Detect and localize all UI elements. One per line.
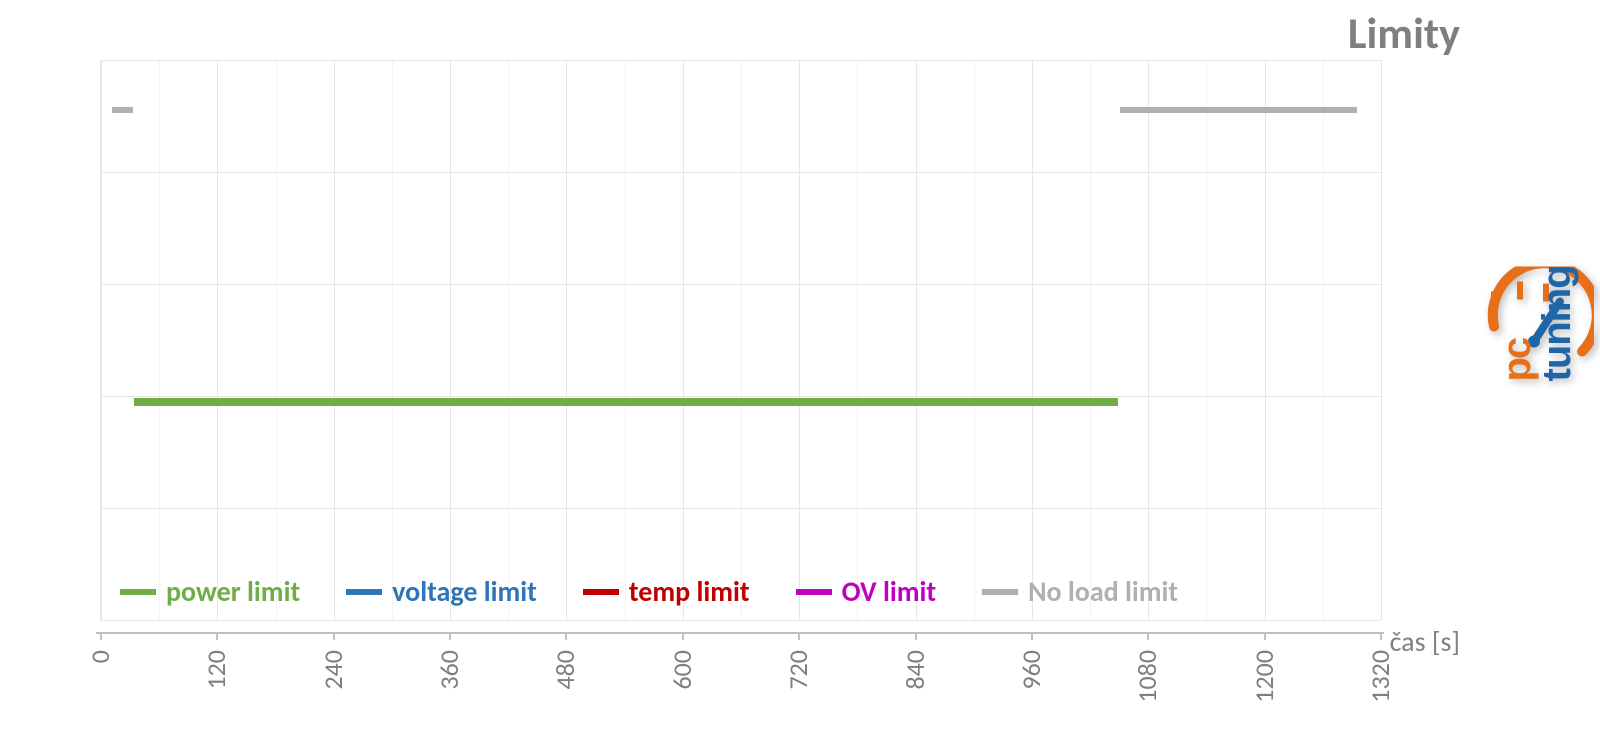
x-tick: [915, 632, 917, 640]
x-tick-label: 1200: [1248, 650, 1280, 703]
gridline-horizontal: [101, 284, 1380, 285]
x-axis-title: čas [s]: [1390, 624, 1460, 659]
x-tick-label: 240: [317, 650, 349, 690]
x-tick-label: 360: [433, 650, 465, 690]
gridline-vertical: [159, 60, 160, 620]
series-No-load-limit: [1120, 107, 1357, 113]
svg-text:tuning: tuning: [1535, 266, 1579, 381]
x-tick: [100, 632, 102, 640]
x-tick: [565, 632, 567, 640]
gridline-vertical: [450, 60, 451, 620]
gridline-vertical: [392, 60, 393, 620]
gridline-vertical: [334, 60, 335, 620]
x-tick-label: 600: [666, 650, 698, 690]
x-tick: [798, 632, 800, 640]
legend-item: OV limit: [796, 574, 936, 609]
svg-text:pc: pc: [1495, 337, 1539, 381]
legend-label: voltage limit: [392, 574, 537, 609]
x-tick-label: 720: [782, 650, 814, 690]
x-tick: [333, 632, 335, 640]
legend-swatch: [982, 589, 1018, 595]
x-tick: [1031, 632, 1033, 640]
x-tick: [1380, 632, 1382, 640]
legend-label: temp limit: [629, 574, 750, 609]
gridline-vertical: [276, 60, 277, 620]
gridline-vertical: [1206, 60, 1207, 620]
gridline-horizontal: [101, 60, 1380, 61]
gridline-vertical: [566, 60, 567, 620]
gridline-vertical: [508, 60, 509, 620]
legend-item: voltage limit: [346, 574, 537, 609]
x-tick-label: 1080: [1131, 650, 1163, 703]
gridline-vertical: [916, 60, 917, 620]
x-tick: [216, 632, 218, 640]
gridline-vertical: [1265, 60, 1266, 620]
legend-swatch: [796, 589, 832, 595]
gridline-horizontal: [101, 508, 1380, 509]
gridline-vertical: [101, 60, 102, 620]
x-tick-label: 840: [899, 650, 931, 690]
plot-area: [100, 60, 1380, 620]
gridline-vertical: [857, 60, 858, 620]
gridline-vertical: [799, 60, 800, 620]
gridline-vertical: [1323, 60, 1324, 620]
legend-label: power limit: [166, 574, 300, 609]
x-tick-label: 120: [200, 650, 232, 690]
legend-swatch: [346, 589, 382, 595]
x-tick-label: 480: [549, 650, 581, 690]
legend-swatch: [583, 589, 619, 595]
legend-item: power limit: [120, 574, 300, 609]
x-axis-line: [96, 632, 1384, 634]
gridline-vertical: [217, 60, 218, 620]
gridline-horizontal: [101, 172, 1380, 173]
x-tick: [1147, 632, 1149, 640]
x-tick-label: 0: [84, 650, 116, 663]
x-tick: [1264, 632, 1266, 640]
x-tick: [682, 632, 684, 640]
chart-title: Limity: [1348, 6, 1460, 60]
gridline-vertical: [1148, 60, 1149, 620]
series-No-load-limit: [112, 107, 133, 113]
series-power-limit: [134, 398, 1118, 406]
legend-swatch: [120, 589, 156, 595]
gridline-vertical: [1381, 60, 1382, 620]
gridline-vertical: [1032, 60, 1033, 620]
gridline-horizontal: [101, 620, 1380, 621]
gridline-vertical: [625, 60, 626, 620]
legend-item: No load limit: [982, 574, 1178, 609]
x-tick: [449, 632, 451, 640]
legend-item: temp limit: [583, 574, 750, 609]
gridline-vertical: [741, 60, 742, 620]
legend: power limit voltage limit temp limit OV lim…: [120, 574, 1178, 609]
legend-label: No load limit: [1028, 574, 1178, 609]
gridline-vertical: [974, 60, 975, 620]
legend-label: OV limit: [842, 574, 936, 609]
x-tick-label: 960: [1015, 650, 1047, 690]
gridline-vertical: [1090, 60, 1091, 620]
gridline-vertical: [683, 60, 684, 620]
pctuning-logo: pc tuning: [1474, 266, 1594, 621]
